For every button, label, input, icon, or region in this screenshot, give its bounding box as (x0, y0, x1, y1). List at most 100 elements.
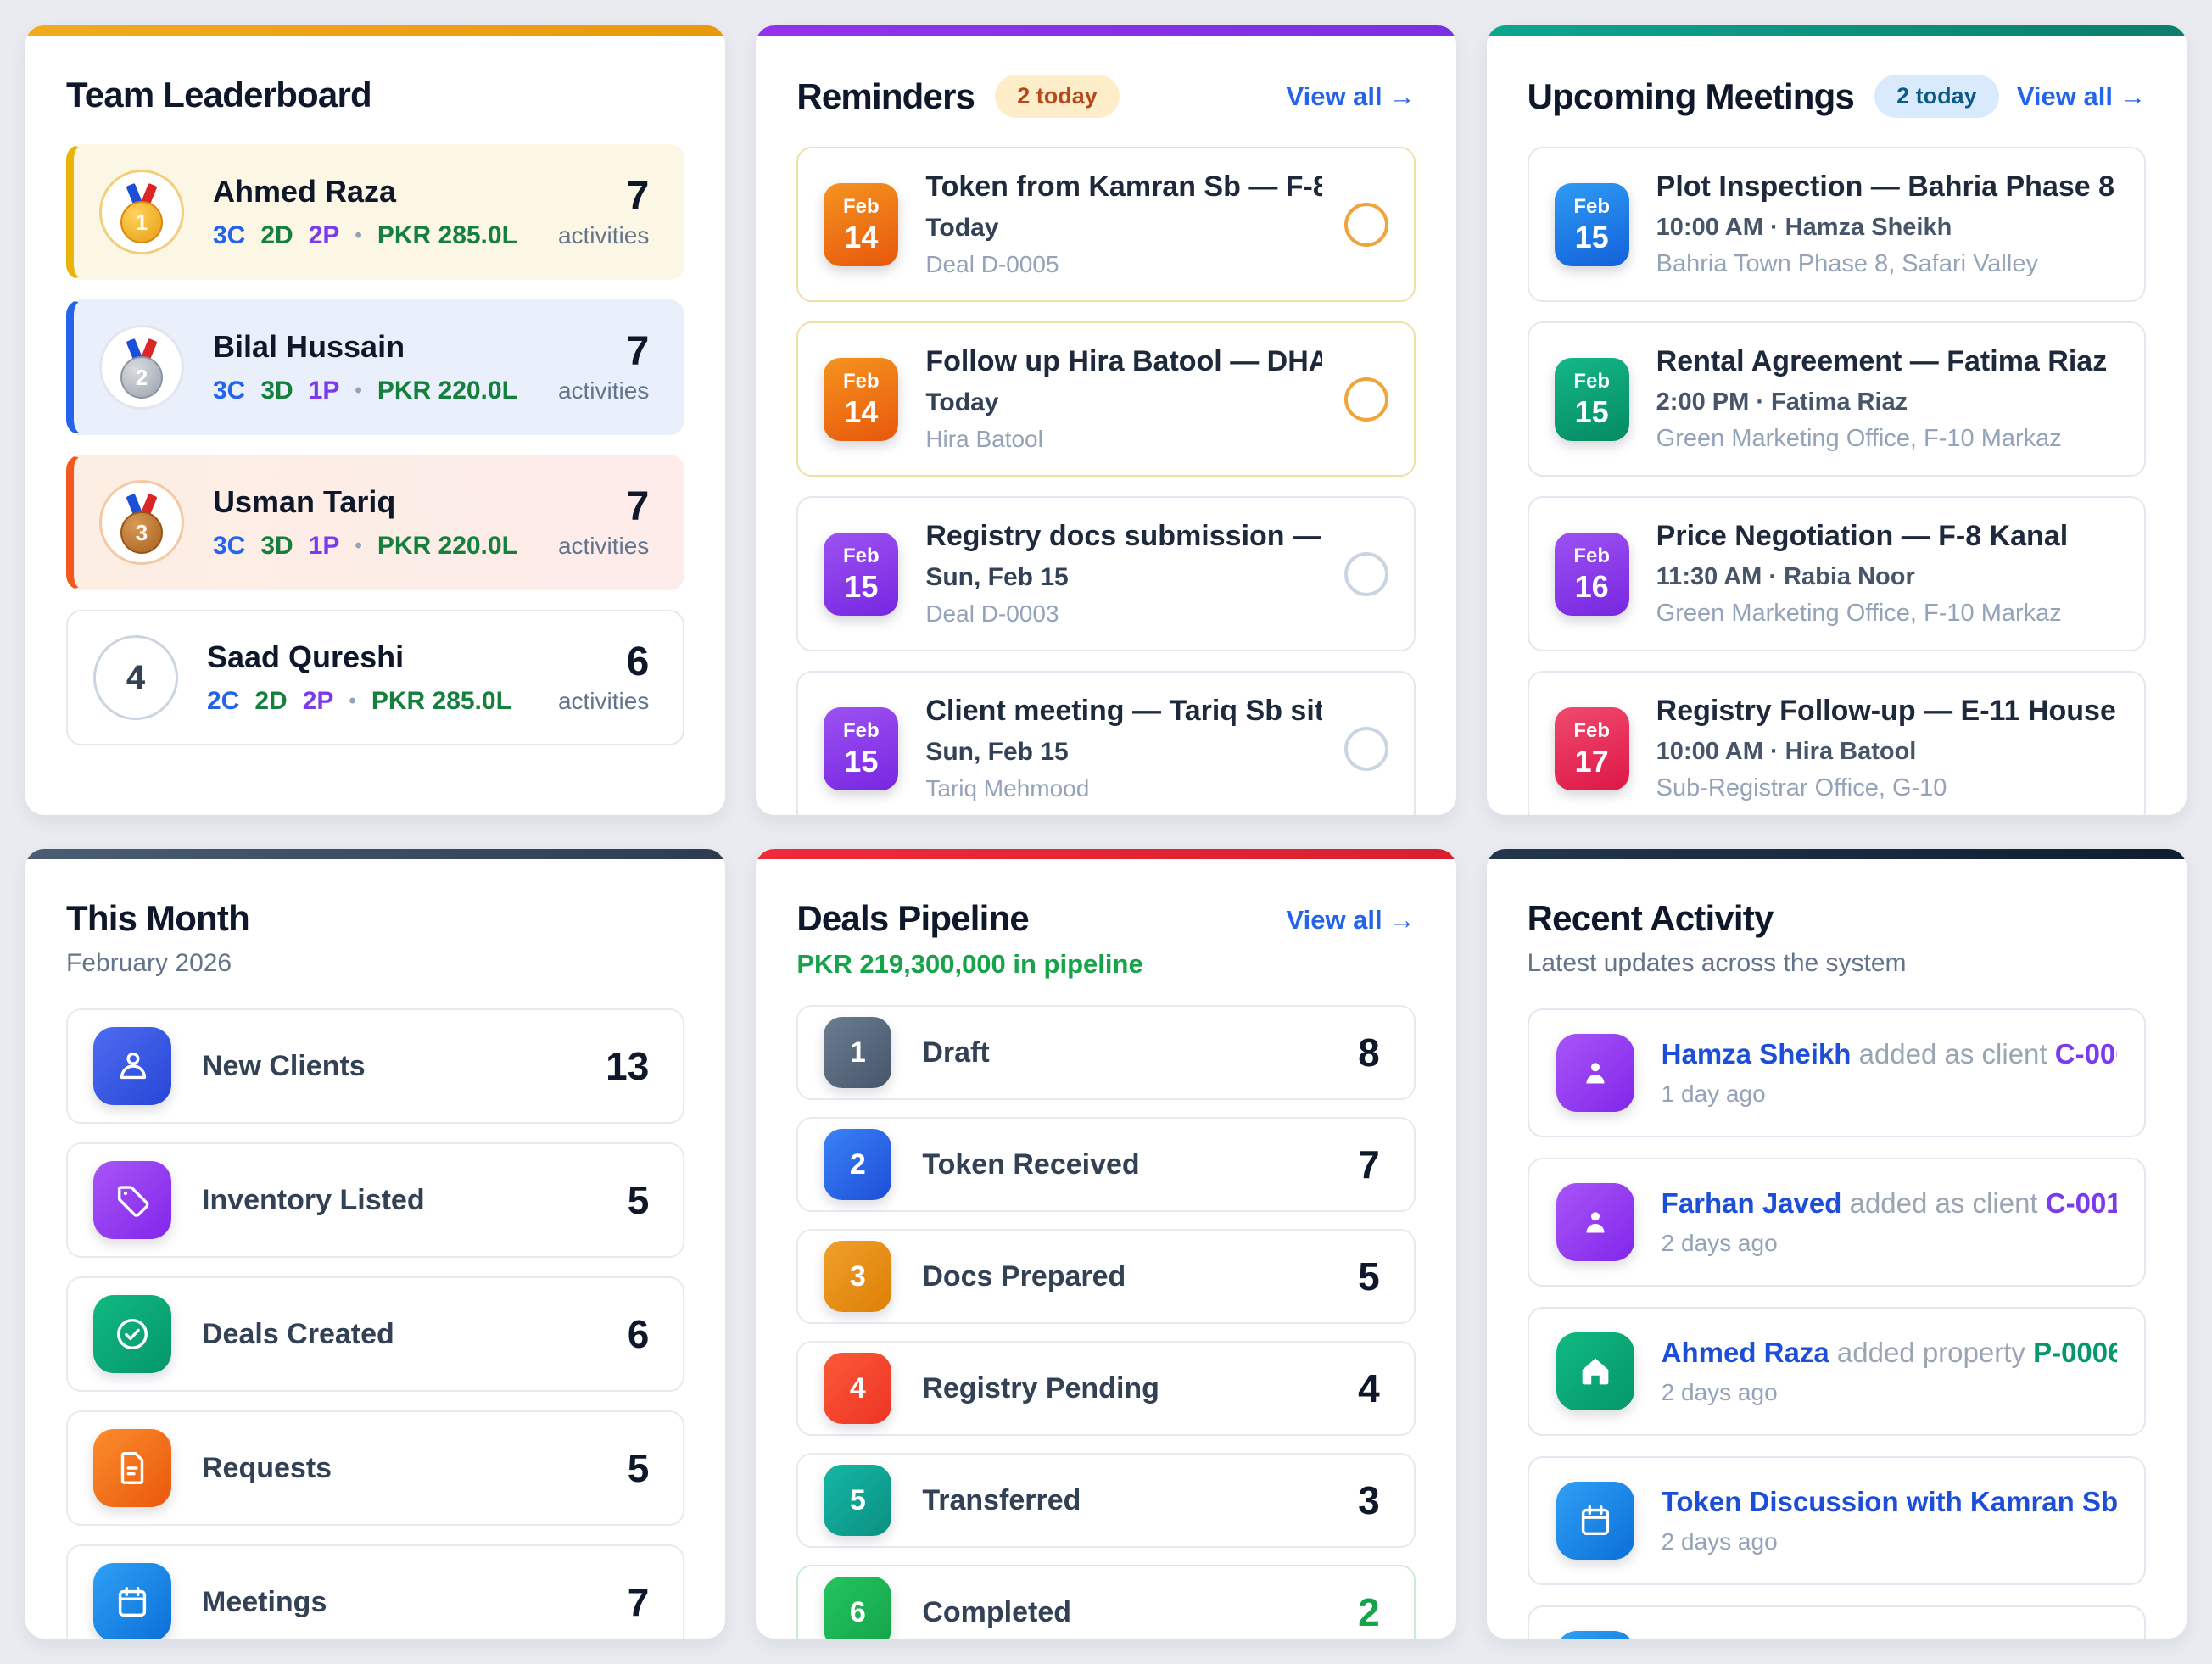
this-month-card: This Month February 2026 New Clients 13 … (25, 849, 726, 1639)
silver-medal-icon: 2 (99, 325, 184, 410)
stat-row[interactable]: Requests 5 (66, 1410, 685, 1526)
pipeline-stage[interactable]: 4 Registry Pending 4 (796, 1341, 1416, 1436)
stage-count: 8 (1358, 1030, 1380, 1075)
recent-activity-card: Recent Activity Latest updates across th… (1486, 849, 2187, 1639)
meeting-item[interactable]: Feb 15 Rental Agreement — Fatima Riaz 2:00… (1527, 321, 2146, 477)
leaderboard-row-4[interactable]: 4 Saad Qureshi 2C 2D 2P • PKR 285.0L 6 activi… (66, 610, 685, 745)
bronze-medal-icon: 3 (99, 480, 184, 565)
activity-time: 2 days ago (1661, 1528, 1778, 1555)
agent-stats: 2C 2D 2P • PKR 285.0L (207, 687, 511, 715)
activity-count: 7 (626, 483, 650, 529)
activity-item[interactable]: Ahmed Raza added property P-0006 2 days … (1527, 1307, 2146, 1436)
view-all-link[interactable]: View all → (1286, 905, 1416, 935)
deals-pipeline-card: Deals Pipeline PKR 219,300,000 in pipeli… (756, 849, 1456, 1639)
check-circle-icon (93, 1295, 171, 1373)
stage-count: 2 (1358, 1590, 1380, 1634)
stage-number-badge: 4 (824, 1353, 892, 1424)
pipeline-stage[interactable]: 1 Draft 8 (796, 1005, 1416, 1100)
calendar-icon (1556, 1482, 1634, 1560)
reminder-title: Client meeting — Tariq Sb site visit (925, 695, 1322, 727)
leaderboard-row-2[interactable]: 2 Bilal Hussain 3C 3D 1P • PKR 220.0L 7 activ… (66, 299, 685, 435)
activity-count: 7 (626, 328, 650, 374)
today-count-badge: 2 today (995, 75, 1120, 118)
meeting-item[interactable]: Feb 16 Price Negotiation — F-8 Kanal 11:30… (1527, 496, 2146, 651)
agent-stats: 3C 2D 2P • PKR 285.0L (213, 221, 517, 249)
date-badge: Feb 14 (824, 182, 899, 266)
stage-count: 5 (1358, 1254, 1380, 1298)
pkr-value: PKR 220.0L (377, 532, 517, 560)
leaderboard-row-3[interactable]: 3 Usman Tariq 3C 3D 1P • PKR 220.0L 7 activit… (66, 455, 685, 590)
agent-stats: 3C 3D 1P • PKR 220.0L (213, 532, 517, 560)
pipeline-total: PKR 219,300,000 in pipeline (796, 949, 1143, 979)
home-icon (1556, 1332, 1634, 1410)
stat-value: 5 (627, 1178, 650, 1222)
rank-badge: 4 (93, 635, 178, 720)
view-all-link[interactable]: View all → (1286, 81, 1416, 111)
arrow-icon: → (1388, 81, 1416, 111)
meeting-title: Rental Agreement — Fatima Riaz (1656, 345, 2108, 377)
stat-row[interactable]: Inventory Listed 5 (66, 1142, 685, 1258)
date-badge: Feb 15 (1554, 357, 1629, 441)
meeting-title: Registry Follow-up — E-11 House (1656, 695, 2116, 727)
page-title: Upcoming Meetings (1527, 75, 1855, 116)
view-all-link[interactable]: View all → (2016, 81, 2146, 111)
complete-checkbox[interactable] (1343, 377, 1388, 422)
stat-value: 13 (606, 1044, 650, 1088)
activity-item[interactable]: Hamza Sheikh added as client C-0004 1 da… (1527, 1008, 2146, 1137)
pipeline-stage[interactable]: 6 Completed 2 (796, 1565, 1416, 1639)
stat-row[interactable]: Meetings 7 (66, 1544, 685, 1639)
card-accent-bar (25, 849, 726, 859)
activity-item[interactable]: Token Discussion with Kamran Sb schedul…… (1527, 1456, 2146, 1585)
activity-time: 2 days ago (1661, 1379, 1778, 1405)
meeting-title: Price Negotiation — F-8 Kanal (1656, 520, 2069, 552)
pipeline-stage[interactable]: 5 Transferred 3 (796, 1453, 1416, 1548)
pkr-value: PKR 285.0L (377, 221, 517, 249)
calendar-icon (1556, 1631, 1634, 1639)
page-title: Recent Activity (1527, 898, 1774, 938)
complete-checkbox[interactable] (1343, 202, 1388, 247)
stage-count: 4 (1358, 1366, 1380, 1410)
user-icon (1556, 1034, 1634, 1112)
stat-row[interactable]: Deals Created 6 (66, 1276, 685, 1392)
card-accent-bar (756, 849, 1456, 859)
leaderboard-row-1[interactable]: 1 Ahmed Raza 3C 2D 2P • PKR 285.0L 7 activiti… (66, 144, 685, 280)
reminder-title: Follow up Hira Batool — DHA Plot (925, 345, 1322, 377)
date-badge: Feb 15 (1554, 182, 1629, 266)
meeting-item[interactable]: Feb 17 Registry Follow-up — E-11 House 10:… (1527, 671, 2146, 815)
reminders-card: Reminders 2 today View all → Feb 14 Token … (756, 25, 1456, 815)
card-accent-bar (1486, 849, 2187, 859)
upcoming-meetings-card: Upcoming Meetings 2 today View all → Feb 1… (1486, 25, 2187, 815)
card-accent-bar (756, 25, 1456, 36)
stat-value: 5 (627, 1446, 650, 1490)
date-badge: Feb 15 (824, 532, 899, 616)
client-id: C-0004 (2054, 1038, 2117, 1069)
gold-medal-icon: 1 (99, 170, 184, 254)
complete-checkbox[interactable] (1343, 551, 1388, 596)
pkr-value: PKR 285.0L (371, 687, 511, 715)
page-title: This Month (66, 898, 250, 938)
agent-stats: 3C 3D 1P • PKR 220.0L (213, 377, 517, 405)
activity-item[interactable]: Price Negotiation — F-8 Kanal scheduled … (1527, 1605, 2146, 1639)
calendar-icon (93, 1563, 171, 1639)
date-badge: Feb 15 (824, 706, 899, 790)
client-id: C-0014 (2045, 1187, 2117, 1219)
arrow-icon: → (1388, 905, 1416, 935)
reminder-title: Token from Kamran Sb — F-8 Kanal (925, 170, 1322, 203)
pipeline-stage[interactable]: 3 Docs Prepared 5 (796, 1229, 1416, 1324)
complete-checkbox[interactable] (1343, 726, 1388, 771)
pipeline-stage[interactable]: 2 Token Received 7 (796, 1117, 1416, 1212)
activity-subtitle: Latest updates across the system (1527, 949, 1907, 977)
stage-number-badge: 3 (824, 1241, 892, 1312)
team-leaderboard-card: Team Leaderboard 1 Ahmed Raza 3C 2D 2P • PKR… (25, 25, 726, 815)
meeting-item[interactable]: Feb 15 Plot Inspection — Bahria Phase 8 10… (1527, 147, 2146, 302)
activity-time: 2 days ago (1661, 1230, 1778, 1256)
stage-number-badge: 5 (824, 1465, 892, 1536)
activity-item[interactable]: Farhan Javed added as client C-0014 2 da… (1527, 1158, 2146, 1287)
page-title: Reminders (796, 75, 975, 116)
stat-row[interactable]: New Clients 13 (66, 1008, 685, 1124)
stage-number-badge: 1 (824, 1017, 892, 1088)
